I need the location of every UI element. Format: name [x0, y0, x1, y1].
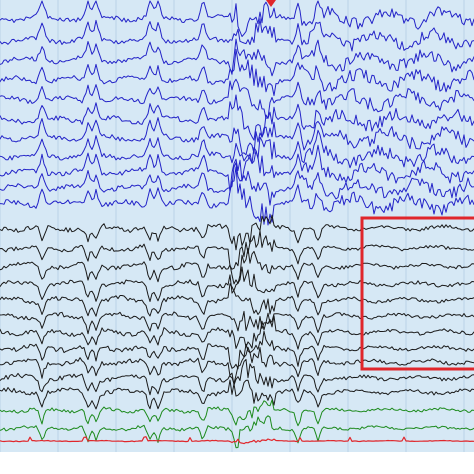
eeg-channel-trace-black[interactable]: [0, 346, 474, 384]
eeg-channel-trace-green[interactable]: [0, 399, 474, 427]
eeg-channel-trace-black[interactable]: [0, 214, 474, 251]
eeg-channel-trace-green[interactable]: [0, 415, 474, 449]
eeg-channel-trace-black[interactable]: [0, 330, 474, 370]
eeg-channel-trace-black[interactable]: [0, 310, 474, 335]
eeg-channel-trace-blue[interactable]: [0, 78, 474, 119]
eeg-channel-trace-black[interactable]: [0, 266, 474, 302]
eeg-channel-trace-black[interactable]: [0, 358, 474, 396]
eeg-channel-trace-blue[interactable]: [0, 0, 474, 37]
eeg-channel-trace-blue[interactable]: [0, 94, 474, 141]
eeg-channel-trace-blue[interactable]: [0, 162, 474, 206]
eeg-channel-trace-blue[interactable]: [0, 38, 474, 77]
eeg-channel-trace-blue[interactable]: [0, 18, 474, 52]
eeg-channel-trace-blue[interactable]: [0, 144, 474, 193]
eeg-channel-trace-red[interactable]: [0, 436, 474, 445]
highlight-box[interactable]: [360, 216, 474, 371]
eeg-channel-trace-black[interactable]: [0, 230, 474, 270]
eeg-channel-trace-black[interactable]: [0, 379, 474, 410]
eeg-channel-trace-black[interactable]: [0, 248, 474, 285]
eeg-channel-trace-blue[interactable]: [0, 129, 474, 169]
bottom-strip: [0, 452, 474, 474]
eeg-channel-trace-black[interactable]: [0, 315, 474, 350]
triangle-marker-icon[interactable]: [266, 0, 276, 7]
eeg-channel-trace-blue[interactable]: [0, 117, 474, 156]
eeg-channel-trace-blue[interactable]: [0, 166, 474, 226]
eeg-channel-trace-blue[interactable]: [0, 48, 474, 97]
eeg-traces: [0, 0, 474, 449]
eeg-channel-trace-black[interactable]: [0, 283, 474, 317]
